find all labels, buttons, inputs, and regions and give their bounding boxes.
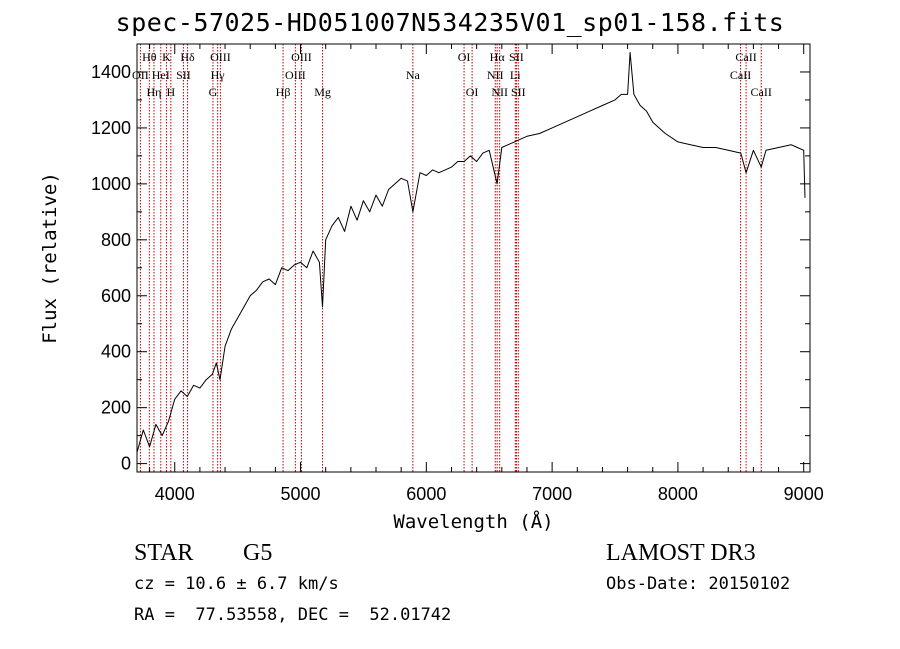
- line-marker-label: CaII: [730, 68, 751, 82]
- x-tick-label: 7000: [532, 484, 572, 504]
- line-marker-label: K: [162, 50, 171, 64]
- observation-date: Obs-Date: 20150102: [606, 574, 791, 594]
- object-subclass: G5: [243, 540, 273, 566]
- line-marker-label: Hα: [490, 50, 506, 64]
- redshift-cz: cz = 10.6 ± 6.7 km/s: [134, 574, 339, 594]
- line-marker-label: OII: [132, 68, 149, 82]
- y-tick-label: 600: [101, 286, 131, 306]
- line-marker-label: OI: [458, 50, 471, 64]
- coordinates: RA = 77.53558, DEC = 52.01742: [134, 605, 452, 625]
- y-axis-ticks: 0 200 400 600 800 1000 1200 1400: [91, 62, 810, 474]
- line-marker-labels: OIIHθHηHeIKHSIIHδGHγOIIIHβOIIIOIIIMgNaOI…: [132, 50, 772, 99]
- x-tick-label: 4000: [155, 484, 195, 504]
- line-marker-label: Hδ: [180, 50, 195, 64]
- line-marker-label: OIII: [210, 50, 231, 64]
- line-marker-label: OI: [466, 85, 479, 99]
- line-marker-label: CaII: [735, 50, 756, 64]
- line-marker-label: Hβ: [276, 85, 291, 99]
- line-marker-label: Hη: [147, 85, 162, 99]
- line-marker-label: HeI: [152, 68, 170, 82]
- object-class: STAR: [134, 540, 194, 566]
- spectrum-series: [136, 51, 806, 453]
- x-tick-label: 8000: [658, 484, 698, 504]
- x-axis-label: Wavelength (Å): [393, 510, 553, 533]
- y-tick-label: 1000: [91, 174, 131, 194]
- line-marker-label: CaII: [751, 85, 772, 99]
- x-tick-label: 9000: [784, 484, 824, 504]
- plot-frame: [136, 43, 811, 473]
- survey-name: LAMOST DR3: [606, 540, 756, 566]
- line-marker-label: Mg: [314, 85, 331, 99]
- line-marker-label: NII: [487, 68, 504, 82]
- line-marker-label: OIII: [291, 50, 312, 64]
- y-tick-label: 800: [101, 230, 131, 250]
- line-marker-label: Li: [510, 68, 521, 82]
- x-axis-ticks: 4000 5000 6000 7000 8000 9000: [149, 44, 824, 504]
- y-axis-label: Flux (relative): [39, 172, 61, 344]
- spectrum-line-0: [136, 51, 806, 453]
- x-tick-label: 6000: [406, 484, 446, 504]
- line-marker-label: H: [167, 85, 176, 99]
- line-marker-label: SII: [176, 68, 191, 82]
- y-tick-label: 400: [101, 342, 131, 362]
- line-marker-label: SII: [511, 85, 526, 99]
- line-marker-label: Na: [406, 68, 421, 82]
- y-tick-label: 200: [101, 398, 131, 418]
- y-tick-label: 1400: [91, 62, 131, 82]
- chart-title: spec-57025-HD051007N534235V01_sp01-158.f…: [115, 8, 785, 37]
- line-markers: [139, 44, 762, 472]
- line-marker-label: G: [209, 85, 218, 99]
- line-marker-label: Hγ: [211, 68, 226, 82]
- line-marker-label: NII: [491, 85, 508, 99]
- line-marker-label: Hθ: [142, 50, 157, 64]
- y-tick-label: 0: [121, 454, 131, 474]
- y-tick-label: 1200: [91, 118, 131, 138]
- x-tick-label: 5000: [281, 484, 321, 504]
- line-marker-label: SII: [509, 50, 524, 64]
- line-marker-label: OIII: [285, 68, 306, 82]
